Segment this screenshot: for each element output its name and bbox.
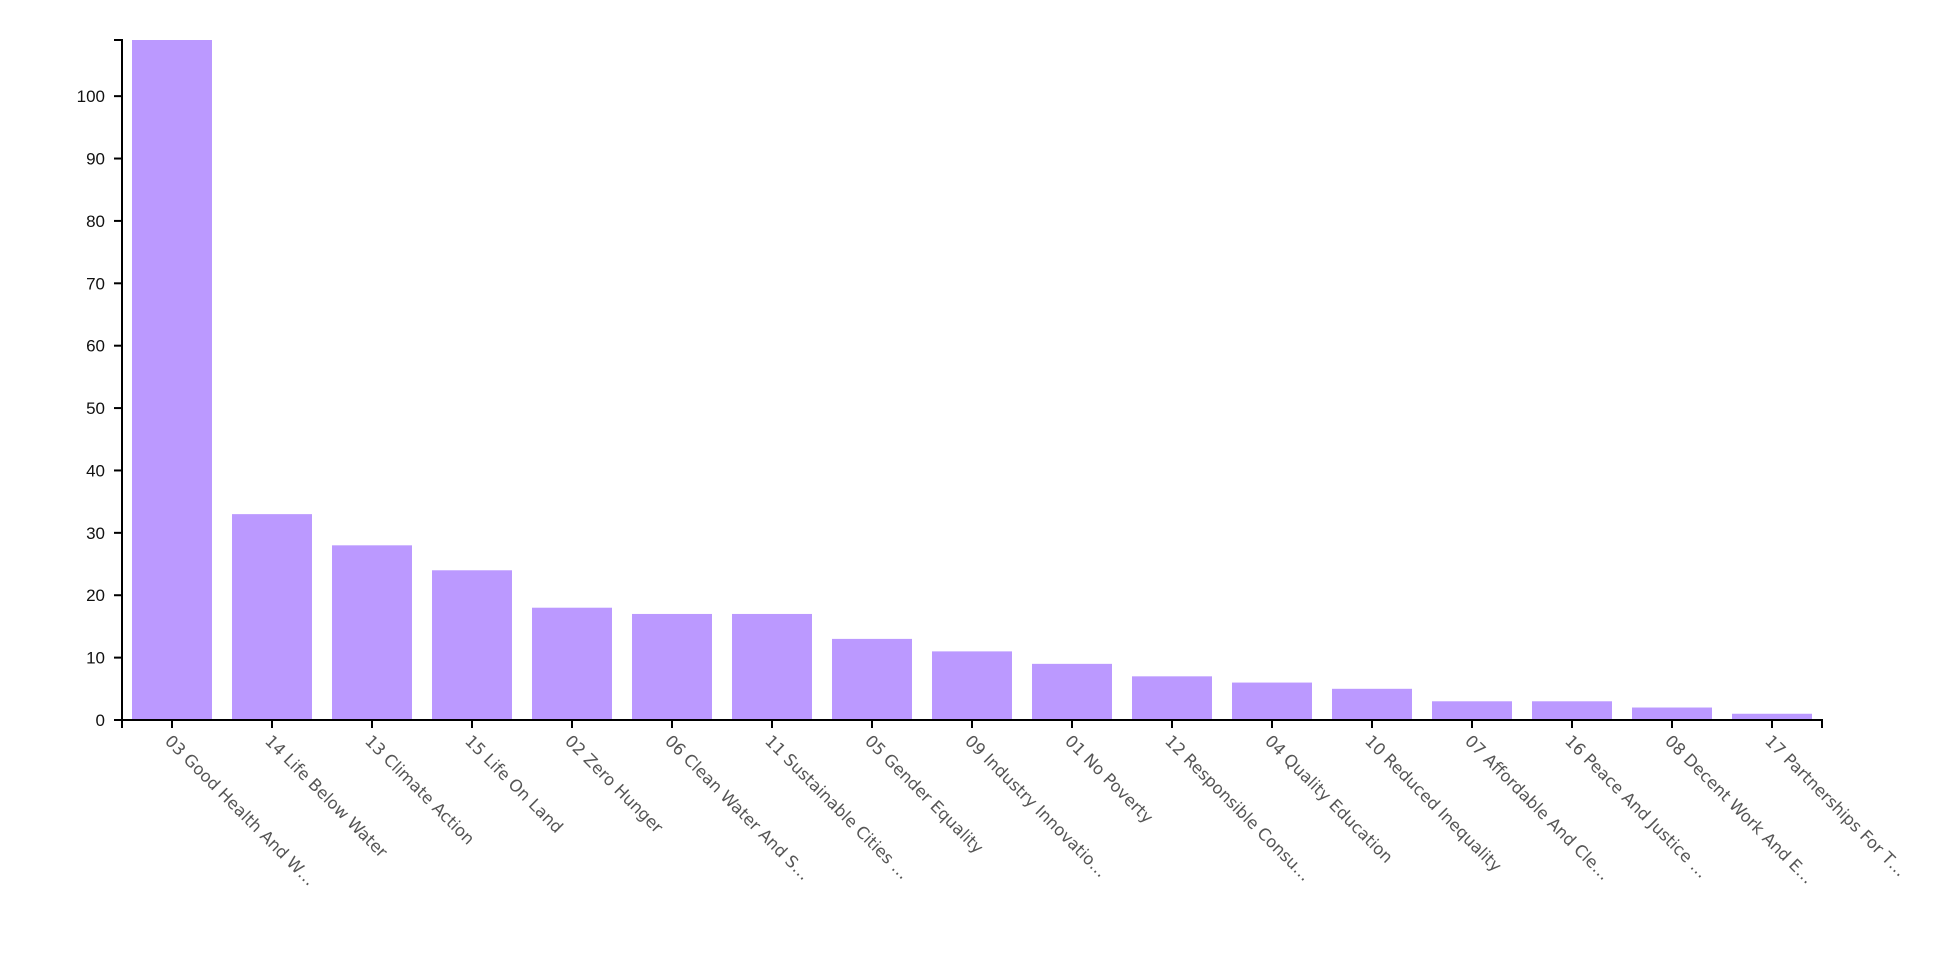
y-axis: 0 10 20 30 40 50 60 70 80 90 100 <box>77 39 123 730</box>
bar-16 <box>1632 707 1712 720</box>
bar-1 <box>132 40 212 720</box>
bar-6 <box>632 613 712 720</box>
bars-group <box>132 40 1812 720</box>
y-axis-line <box>114 39 123 721</box>
bar-5 <box>532 607 612 720</box>
x-axis: 03 Good Health And W…14 Life Below Water… <box>121 719 1910 890</box>
y-tick-label: 20 <box>86 586 105 605</box>
y-tick-label: 60 <box>86 337 105 356</box>
bar-14 <box>1432 701 1512 720</box>
y-tick-label: 90 <box>86 150 105 169</box>
x-tick-label: 15 Life On Land <box>461 731 566 836</box>
y-tick-label: 10 <box>86 649 105 668</box>
y-tick-label: 80 <box>86 212 105 231</box>
bar-4 <box>432 570 512 720</box>
y-tick-label: 40 <box>86 461 105 480</box>
y-tick-label: 100 <box>77 87 105 106</box>
bar-7 <box>732 613 812 720</box>
bar-15 <box>1532 701 1612 720</box>
bar-11 <box>1132 676 1212 720</box>
y-tick-label: 0 <box>96 711 105 730</box>
bar-3 <box>332 545 412 720</box>
bar-10 <box>1032 663 1112 720</box>
x-tick-label: 02 Zero Hunger <box>561 731 667 837</box>
y-tick-label: 50 <box>86 399 105 418</box>
bar-12 <box>1232 682 1312 720</box>
bar-9 <box>932 651 1012 720</box>
bar-17 <box>1732 713 1812 720</box>
bar-13 <box>1332 688 1412 720</box>
y-tick-label: 70 <box>86 274 105 293</box>
y-tick-label: 30 <box>86 524 105 543</box>
bar-8 <box>832 638 912 720</box>
bar-2 <box>232 514 312 720</box>
x-tick-label: 01 No Poverty <box>1061 731 1157 827</box>
x-tick-label: 13 Climate Action <box>361 731 478 848</box>
